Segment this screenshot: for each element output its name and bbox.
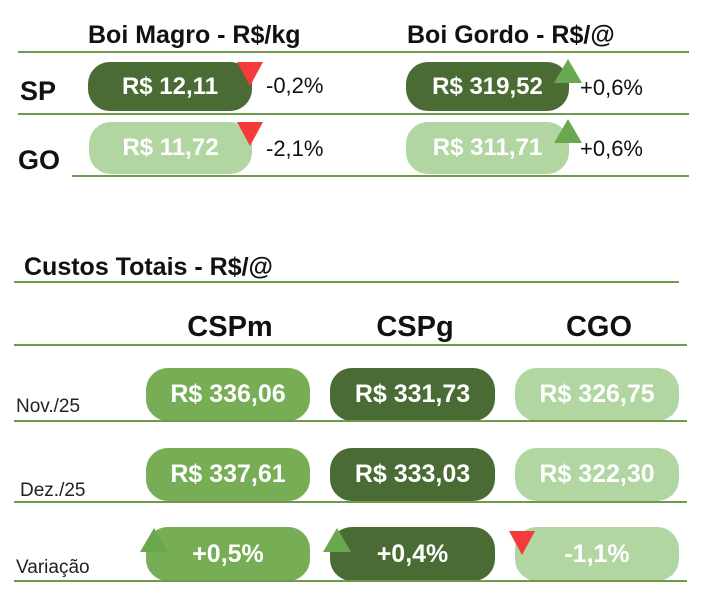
up-arrow-icon [140,528,168,552]
dez-cspg-value: R$ 333,03 [330,448,495,501]
column-header-cgo: CGO [565,311,633,343]
row-label-nov: Nov./25 [16,396,81,417]
nov-cspm-value: R$ 336,06 [146,368,310,421]
row-label-dez: Dez./25 [20,480,86,501]
divider [14,281,679,283]
sp-boi-gordo-value: R$ 319,52 [406,62,569,111]
divider [72,175,689,177]
go-boi-magro-change: -2,1% [266,136,324,161]
variacao-cspg-value: +0,4% [330,527,495,581]
divider [14,344,687,346]
divider [14,580,687,582]
divider [14,501,687,503]
down-arrow-icon [237,62,263,86]
up-arrow-icon [323,528,351,552]
dez-cspm-value: R$ 337,61 [146,448,310,501]
dez-cgo-value: R$ 322,30 [515,448,679,501]
row-label-variacao: Variação [16,557,90,578]
row-label-go: GO [18,145,61,175]
column-header-cspg: CSPg [376,311,454,343]
sp-boi-magro-value: R$ 12,11 [88,62,252,111]
up-arrow-icon [554,119,582,143]
variacao-cspm-value: +0,5% [146,527,310,581]
down-arrow-icon [237,122,263,146]
boi-gordo-title: Boi Gordo - R$/@ [407,21,615,49]
go-boi-magro-value: R$ 11,72 [89,122,252,174]
divider [18,51,689,53]
boi-magro-title: Boi Magro - R$/kg [88,21,301,49]
nov-cspg-value: R$ 331,73 [330,368,495,421]
custos-totais-title: Custos Totais - R$/@ [24,253,273,281]
sp-boi-magro-change: -0,2% [266,73,324,98]
sp-boi-gordo-change: +0,6% [580,75,643,100]
up-arrow-icon [554,59,582,83]
divider [18,113,689,115]
go-boi-gordo-change: +0,6% [580,136,643,161]
variacao-cgo-value: -1,1% [515,527,679,581]
down-arrow-icon [509,531,535,555]
divider [14,420,687,422]
column-header-cspm: CSPm [187,311,273,343]
nov-cgo-value: R$ 326,75 [515,368,679,421]
go-boi-gordo-value: R$ 311,71 [406,122,569,174]
row-label-sp: SP [20,76,57,106]
